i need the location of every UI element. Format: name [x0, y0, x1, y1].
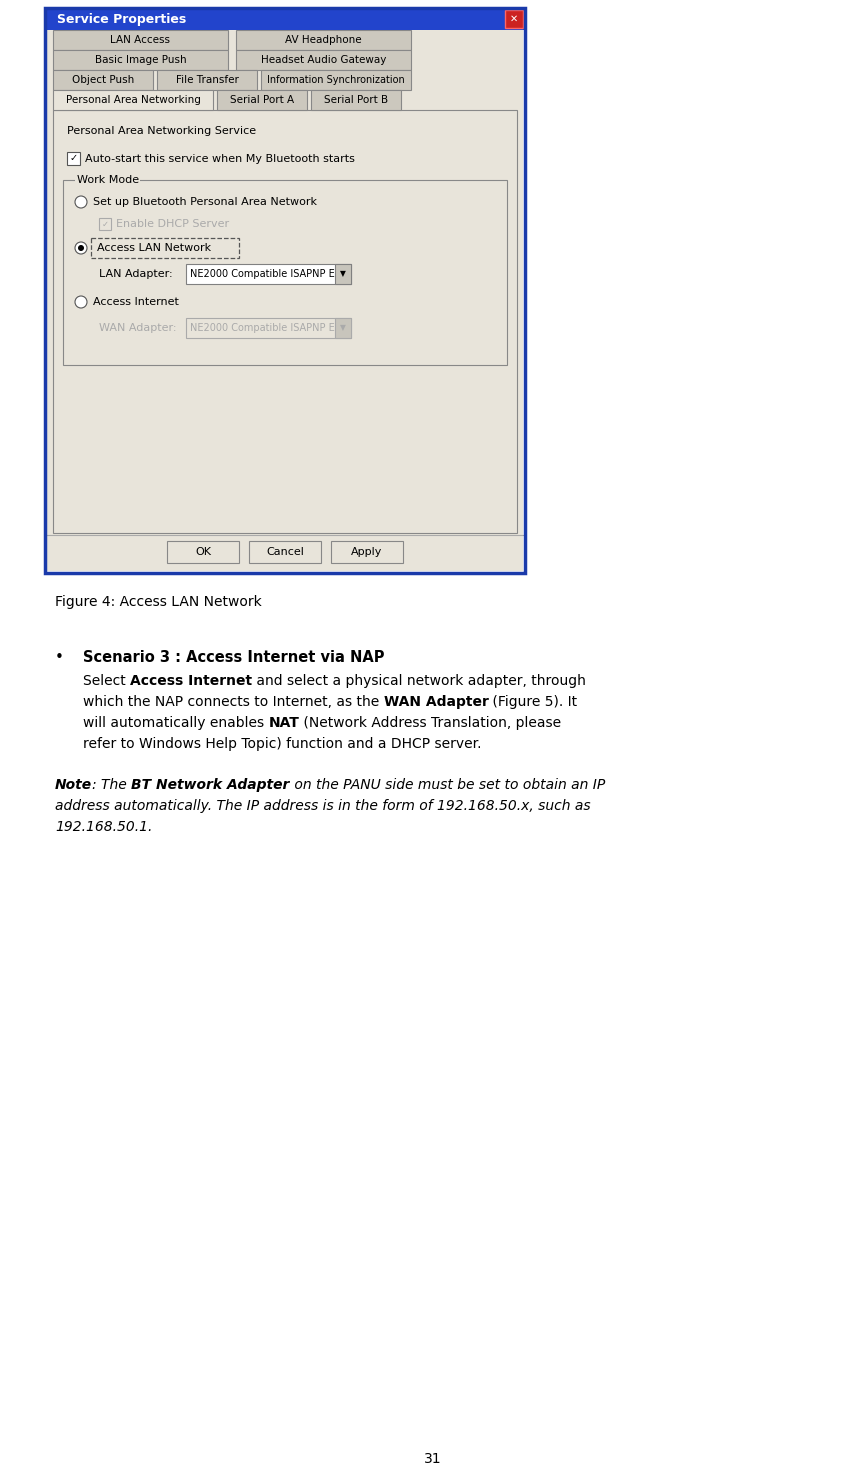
Text: Access LAN Network: Access LAN Network	[97, 243, 211, 252]
Text: 192.168.50.1.: 192.168.50.1.	[55, 821, 152, 834]
Text: Figure 4: Access LAN Network: Figure 4: Access LAN Network	[55, 595, 262, 608]
Bar	[505, 10, 523, 28]
Text: ▼: ▼	[340, 270, 346, 279]
Bar	[335, 264, 351, 283]
Text: WAN Adapter:: WAN Adapter:	[99, 324, 176, 332]
Bar	[53, 91, 213, 110]
Text: Apply: Apply	[351, 548, 382, 556]
Bar	[75, 174, 140, 187]
Text: will automatically enables: will automatically enables	[83, 715, 268, 730]
Text: NE2000 Compatible ISAPNP E: NE2000 Compatible ISAPNP E	[190, 269, 335, 279]
Text: 31: 31	[424, 1451, 441, 1466]
Bar	[67, 151, 80, 165]
Bar	[261, 70, 411, 91]
Bar	[236, 50, 411, 70]
Text: Information Synchronization: Information Synchronization	[267, 76, 405, 85]
Text: Cancel: Cancel	[266, 548, 304, 556]
Text: address automatically. The IP address is in the form of 192.168.50.x, such as: address automatically. The IP address is…	[55, 798, 591, 813]
Bar	[157, 70, 257, 91]
Text: Select: Select	[83, 674, 130, 689]
Bar	[167, 542, 239, 562]
Text: Service Properties: Service Properties	[57, 12, 186, 25]
Bar	[186, 264, 351, 283]
Bar	[249, 542, 321, 562]
Text: Set up Bluetooth Personal Area Network: Set up Bluetooth Personal Area Network	[93, 197, 317, 206]
Text: (Network Address Translation, please: (Network Address Translation, please	[299, 715, 561, 730]
Text: Note: Note	[55, 778, 93, 792]
Text: on the PANU side must be set to obtain an IP: on the PANU side must be set to obtain a…	[290, 778, 605, 792]
Text: ▼: ▼	[340, 324, 346, 332]
Text: Basic Image Push: Basic Image Push	[94, 55, 186, 65]
Text: Work Mode: Work Mode	[77, 175, 139, 186]
Bar	[53, 70, 153, 91]
Text: which the NAP connects to Internet, as the: which the NAP connects to Internet, as t…	[83, 695, 383, 709]
Bar	[45, 7, 525, 573]
Text: NAT: NAT	[268, 715, 299, 730]
Text: NE2000 Compatible ISAPNP E: NE2000 Compatible ISAPNP E	[190, 324, 335, 332]
Bar	[63, 180, 507, 365]
Text: LAN Adapter:: LAN Adapter:	[99, 269, 173, 279]
Bar	[53, 50, 228, 70]
Circle shape	[78, 245, 84, 251]
Circle shape	[75, 242, 87, 254]
Text: WAN Adapter: WAN Adapter	[383, 695, 489, 709]
Circle shape	[75, 295, 87, 309]
Bar	[53, 110, 517, 533]
Text: LAN Access: LAN Access	[111, 36, 170, 45]
Text: Serial Port B: Serial Port B	[324, 95, 388, 105]
Text: File Transfer: File Transfer	[176, 76, 239, 85]
Bar	[99, 218, 111, 230]
Text: Access Internet: Access Internet	[130, 674, 253, 689]
Text: ✓: ✓	[101, 220, 108, 229]
Text: Headset Audio Gateway: Headset Audio Gateway	[261, 55, 386, 65]
Text: : The: : The	[93, 778, 131, 792]
Text: BT Network Adapter: BT Network Adapter	[131, 778, 290, 792]
Text: Enable DHCP Server: Enable DHCP Server	[116, 220, 229, 229]
Bar	[91, 237, 239, 258]
Text: Personal Area Networking: Personal Area Networking	[66, 95, 201, 105]
Bar	[53, 30, 228, 50]
Text: ✓: ✓	[69, 153, 78, 163]
Text: refer to Windows Help Topic) function and a DHCP server.: refer to Windows Help Topic) function an…	[83, 738, 482, 751]
Text: AV Headphone: AV Headphone	[285, 36, 362, 45]
Text: Scenario 3 : Access Internet via NAP: Scenario 3 : Access Internet via NAP	[83, 650, 385, 665]
Bar	[331, 542, 403, 562]
Bar	[217, 91, 307, 110]
Bar	[236, 30, 411, 50]
Text: Serial Port A: Serial Port A	[230, 95, 294, 105]
Text: and select a physical network adapter, through: and select a physical network adapter, t…	[253, 674, 586, 689]
Text: Auto-start this service when My Bluetooth starts: Auto-start this service when My Bluetoot…	[85, 153, 355, 163]
Text: OK: OK	[195, 548, 211, 556]
Circle shape	[75, 196, 87, 208]
Bar	[335, 318, 351, 338]
Bar	[186, 318, 351, 338]
Text: Object Push: Object Push	[72, 76, 134, 85]
Bar	[47, 30, 523, 571]
Text: Access Internet: Access Internet	[93, 297, 179, 307]
Text: Personal Area Networking Service: Personal Area Networking Service	[67, 126, 256, 137]
Text: ✕: ✕	[510, 13, 518, 24]
Bar	[311, 91, 401, 110]
Text: •: •	[55, 650, 64, 665]
Bar	[45, 7, 525, 30]
Text: (Figure 5). It: (Figure 5). It	[489, 695, 578, 709]
